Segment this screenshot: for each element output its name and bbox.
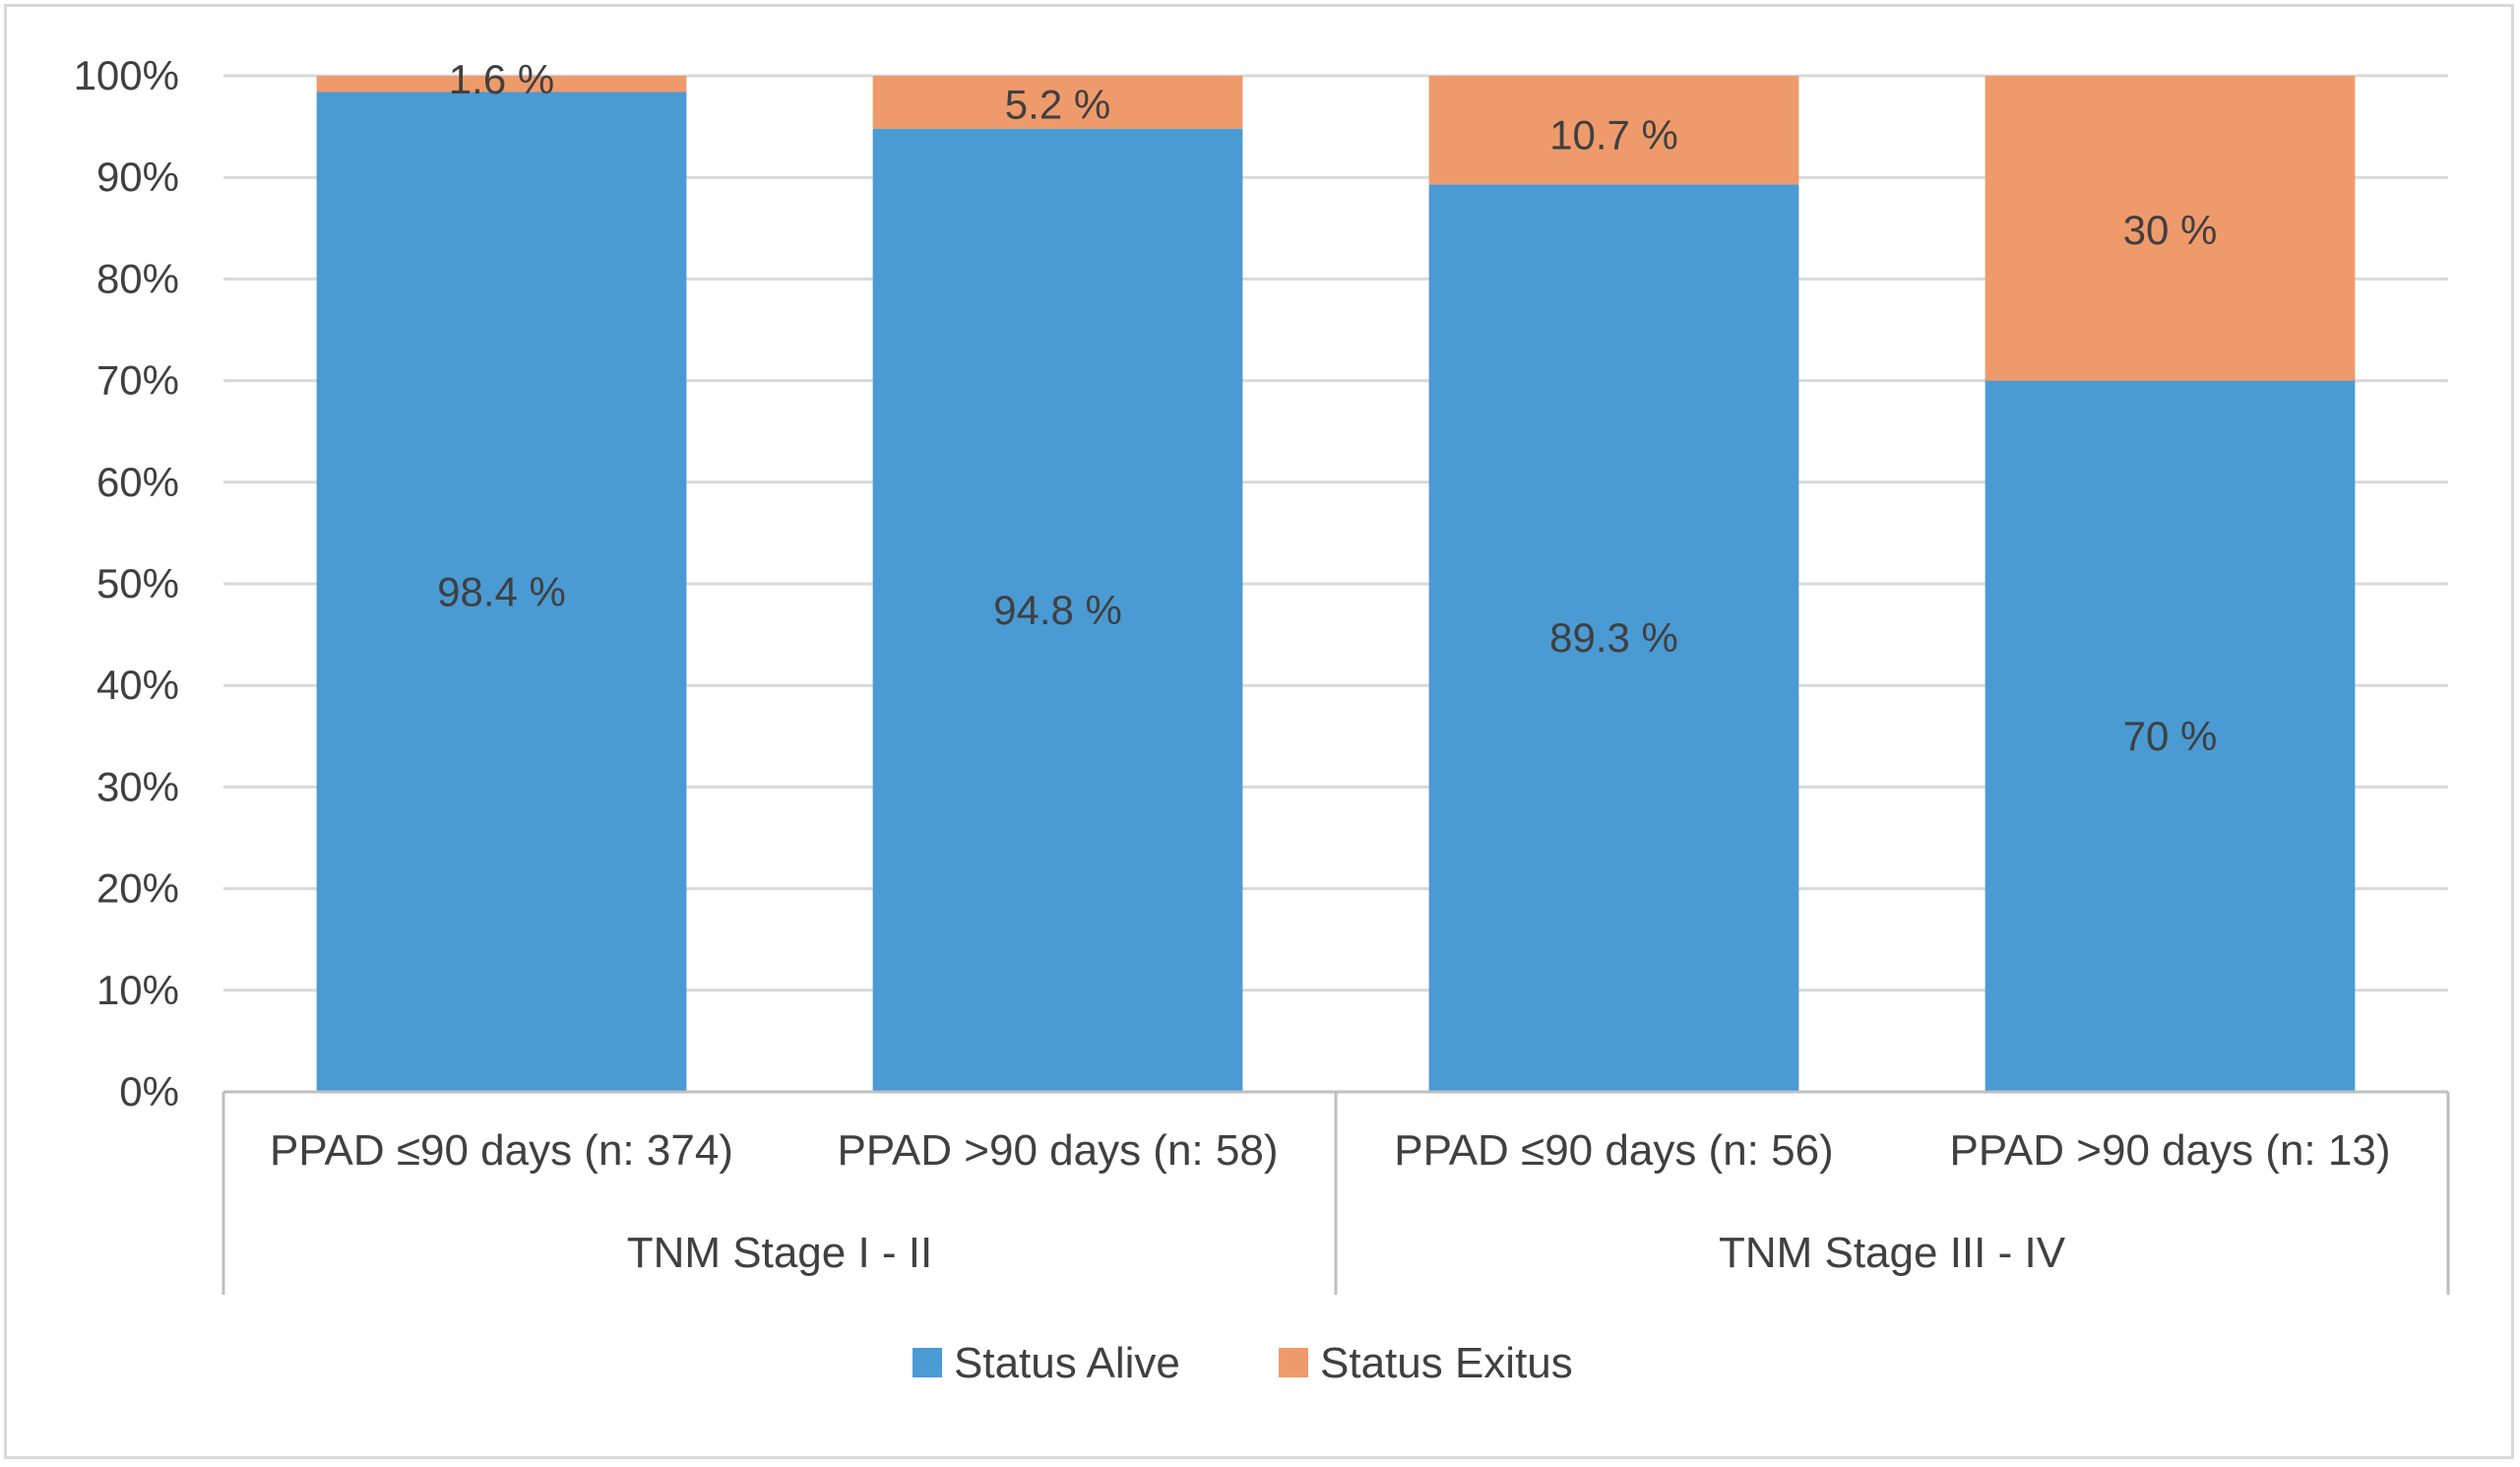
legend: Status Alive Status Exitus xyxy=(913,1339,1573,1387)
y-axis-ticks: 0% 10% 20% 30% 40% 50% 60% 70% 80% 90% 100% xyxy=(74,52,179,1115)
category-label: PPAD ≤90 days (n: 374) xyxy=(270,1126,733,1175)
legend-swatch xyxy=(1279,1348,1308,1377)
bar-segment xyxy=(1428,76,1799,185)
data-label: 5.2 % xyxy=(1005,82,1110,128)
data-label: 98.4 % xyxy=(437,568,566,614)
group-label: TNM Stage III - IV xyxy=(1719,1229,2066,1277)
y-tick-label: 10% xyxy=(96,967,179,1013)
bar-segment xyxy=(1984,76,2356,381)
group-label: TNM Stage I - II xyxy=(627,1229,933,1277)
bar-segment xyxy=(872,76,1243,129)
legend-label: Status Exitus xyxy=(1320,1339,1573,1387)
bar-segment xyxy=(316,76,687,93)
data-label: 70 % xyxy=(2123,713,2218,759)
data-labels: 98.4 % 94.8 % 89.3 % 70 % 1.6 % 5.2 % 10.7 % 30… xyxy=(437,56,2217,759)
bar-segment xyxy=(872,128,1243,1092)
legend-swatch xyxy=(913,1348,942,1377)
y-tick-label: 100% xyxy=(74,52,179,98)
data-label: 10.7 % xyxy=(1549,112,1678,159)
bar-segment xyxy=(1984,380,2356,1093)
bar-segment xyxy=(1428,184,1799,1092)
y-tick-label: 40% xyxy=(96,662,179,708)
y-tick-label: 30% xyxy=(96,763,179,809)
y-tick-label: 90% xyxy=(96,154,179,200)
y-tick-label: 80% xyxy=(96,255,179,301)
bars xyxy=(316,76,2356,1093)
bar-segment xyxy=(316,92,687,1092)
data-label: 94.8 % xyxy=(993,587,1122,633)
y-tick-label: 50% xyxy=(96,560,179,606)
y-tick-label: 20% xyxy=(96,865,179,912)
data-label: 89.3 % xyxy=(1549,614,1678,661)
y-tick-label: 60% xyxy=(96,459,179,505)
category-label: PPAD ≤90 days (n: 56) xyxy=(1394,1126,1833,1175)
y-tick-label: 0% xyxy=(119,1068,179,1115)
category-label: PPAD >90 days (n: 58) xyxy=(838,1126,1279,1175)
legend-label: Status Alive xyxy=(954,1339,1180,1387)
data-label: 30 % xyxy=(2123,207,2218,253)
chart-frame: 0% 10% 20% 30% 40% 50% 60% 70% 80% 90% 100% 98.4 %… xyxy=(4,4,2514,1459)
y-tick-label: 70% xyxy=(96,357,179,404)
stacked-bar-chart: 0% 10% 20% 30% 40% 50% 60% 70% 80% 90% 100% 98.4 %… xyxy=(74,52,2450,1387)
data-label: 1.6 % xyxy=(449,56,554,102)
category-label: PPAD >90 days (n: 13) xyxy=(1950,1126,2391,1175)
x-axis: TNM Stage I - II TNM Stage III - IV PPAD ≤… xyxy=(221,1090,2450,1295)
